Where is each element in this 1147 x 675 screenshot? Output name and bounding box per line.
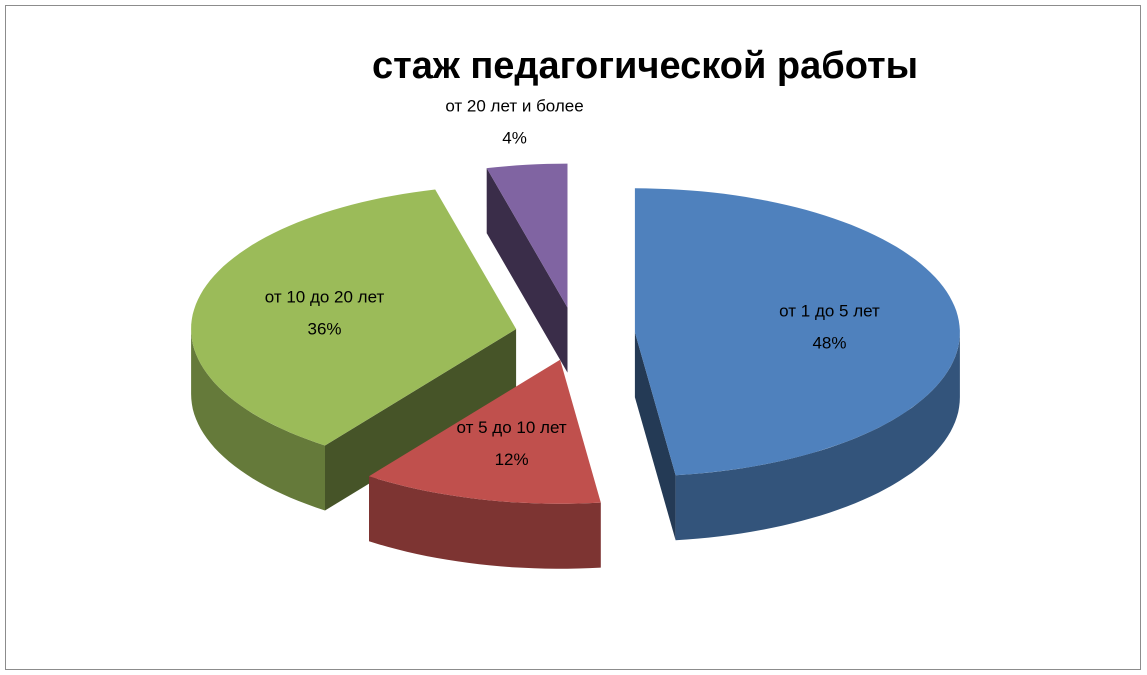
slice-top [634,188,960,476]
slice-top [486,163,568,308]
data-label-value: 48% [812,333,846,352]
slice-wall [191,329,325,511]
data-label-category: от 5 до 10 лет [457,418,567,437]
chart-title: стаж педагогической работы [372,45,918,87]
data-label-category: от 10 до 20 лет [265,287,385,306]
slice-top [191,189,517,446]
slice-side-face [486,168,568,373]
slice-top [369,359,601,504]
pie-slice [486,163,568,373]
slice-wall [369,476,601,569]
slice-wall [675,332,960,541]
pie-slice [191,189,517,511]
pie-slice [634,188,960,541]
data-label-value: 4% [502,128,527,147]
slice-side-face [634,332,676,541]
pie-slice [369,359,601,569]
data-label-value: 36% [308,319,342,338]
data-label-category: от 1 до 5 лет [779,301,880,320]
slice-side-face [325,329,517,511]
data-label-value: 12% [495,450,529,469]
data-label-category: от 20 лет и более [445,96,583,115]
